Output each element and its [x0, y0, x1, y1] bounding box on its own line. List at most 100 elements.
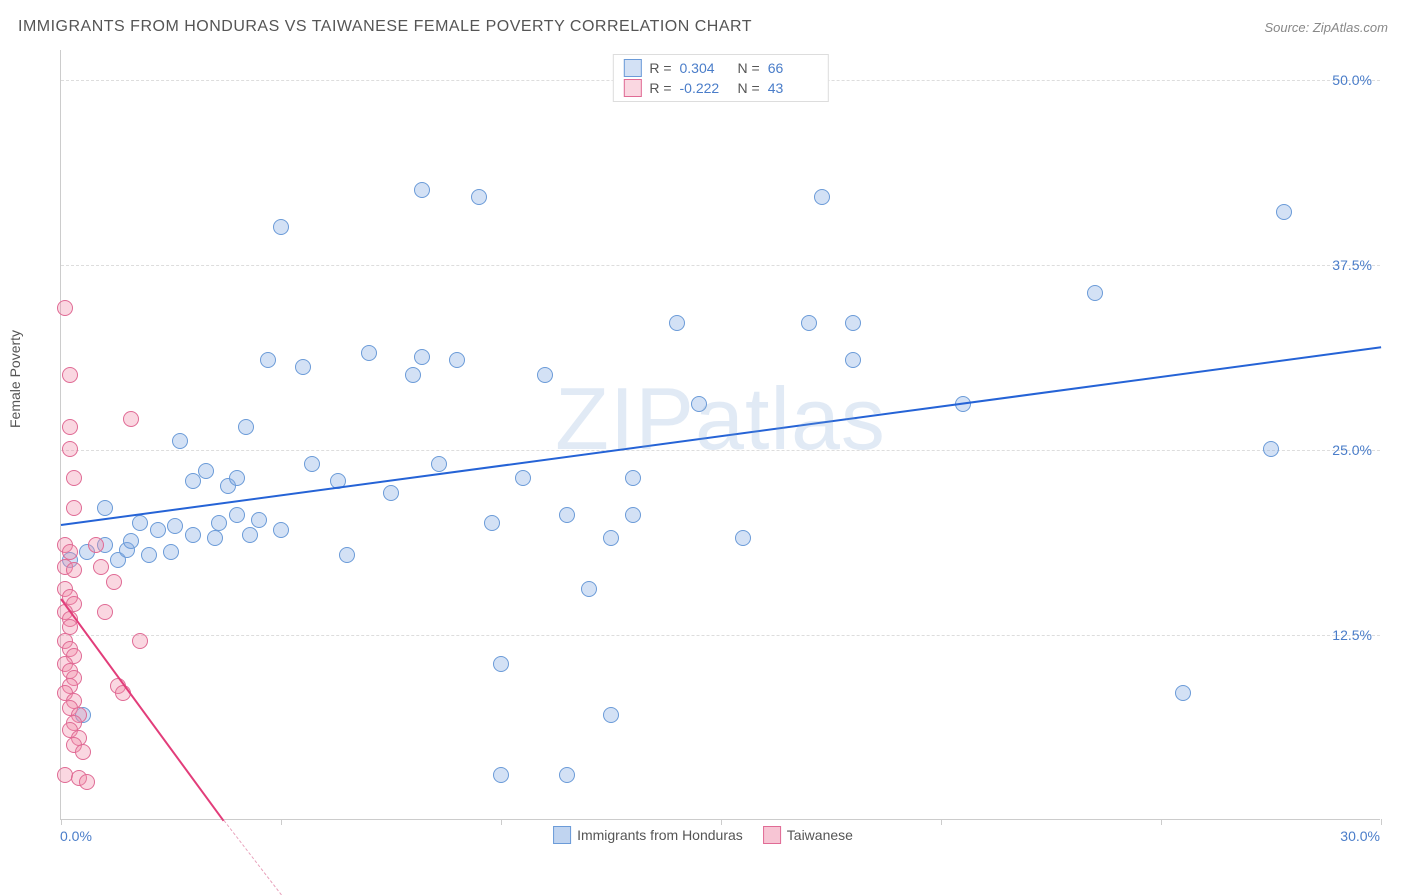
scatter-point — [669, 315, 685, 331]
scatter-point — [66, 562, 82, 578]
trend-line — [223, 820, 281, 895]
scatter-point — [484, 515, 500, 531]
scatter-point — [211, 515, 227, 531]
scatter-point — [431, 456, 447, 472]
scatter-point — [1276, 204, 1292, 220]
x-tick-label-max: 30.0% — [1340, 828, 1380, 844]
scatter-point — [132, 515, 148, 531]
scatter-point — [1175, 685, 1191, 701]
scatter-point — [603, 707, 619, 723]
scatter-point — [88, 537, 104, 553]
scatter-point — [132, 633, 148, 649]
scatter-point — [229, 470, 245, 486]
scatter-point — [185, 527, 201, 543]
x-tick — [721, 819, 722, 825]
series-legend: Immigrants from Honduras Taiwanese — [553, 826, 853, 844]
scatter-point — [207, 530, 223, 546]
scatter-point — [97, 500, 113, 516]
stats-row: R = 0.304 N = 66 — [623, 59, 817, 77]
n-label: N = — [738, 60, 760, 76]
scatter-point — [304, 456, 320, 472]
scatter-point — [93, 559, 109, 575]
scatter-point — [123, 533, 139, 549]
scatter-point — [735, 530, 751, 546]
scatter-point — [625, 507, 641, 523]
scatter-point — [62, 367, 78, 383]
scatter-point — [172, 433, 188, 449]
scatter-point — [163, 544, 179, 560]
scatter-point — [845, 315, 861, 331]
scatter-point — [97, 604, 113, 620]
scatter-point — [625, 470, 641, 486]
gridline — [61, 265, 1380, 266]
n-label: N = — [738, 80, 760, 96]
scatter-point — [66, 470, 82, 486]
y-axis-label: Female Poverty — [7, 330, 23, 428]
scatter-point — [814, 189, 830, 205]
trend-line — [61, 346, 1381, 526]
scatter-point — [79, 774, 95, 790]
scatter-point — [515, 470, 531, 486]
chart-title: IMMIGRANTS FROM HONDURAS VS TAIWANESE FE… — [18, 18, 752, 36]
stats-row: R =-0.222N =43 — [623, 79, 817, 97]
legend-item: Taiwanese — [763, 826, 853, 844]
scatter-point — [1087, 285, 1103, 301]
scatter-point — [251, 512, 267, 528]
scatter-point — [559, 767, 575, 783]
scatter-point — [471, 189, 487, 205]
scatter-point — [57, 300, 73, 316]
n-value: 66 — [768, 60, 818, 76]
scatter-point — [167, 518, 183, 534]
r-label: R = — [649, 60, 671, 76]
scatter-point — [1263, 441, 1279, 457]
scatter-point — [106, 574, 122, 590]
scatter-point — [123, 411, 139, 427]
scatter-point — [493, 656, 509, 672]
scatter-point — [238, 419, 254, 435]
scatter-point — [361, 345, 377, 361]
scatter-plot-area: ZIPatlas R =0.304N =66R =-0.222N =43 12.… — [60, 50, 1380, 820]
legend-label: Taiwanese — [787, 827, 853, 843]
scatter-point — [801, 315, 817, 331]
scatter-point — [845, 352, 861, 368]
scatter-point — [493, 767, 509, 783]
r-value: 0.304 — [680, 60, 730, 76]
y-tick-label: 50.0% — [1332, 72, 1372, 88]
series-swatch — [623, 79, 641, 97]
scatter-point — [295, 359, 311, 375]
scatter-point — [414, 349, 430, 365]
x-tick-label-min: 0.0% — [60, 828, 92, 844]
chart-header: IMMIGRANTS FROM HONDURAS VS TAIWANESE FE… — [18, 18, 1388, 36]
scatter-point — [75, 744, 91, 760]
y-tick-label: 37.5% — [1332, 257, 1372, 273]
scatter-point — [691, 396, 707, 412]
scatter-point — [185, 473, 201, 489]
scatter-point — [62, 544, 78, 560]
gridline — [61, 450, 1380, 451]
scatter-point — [273, 522, 289, 538]
y-tick-label: 12.5% — [1332, 627, 1372, 643]
scatter-point — [62, 419, 78, 435]
scatter-point — [414, 182, 430, 198]
correlation-stats-box: R =0.304N =66R =-0.222N =43 — [612, 54, 828, 102]
x-tick — [501, 819, 502, 825]
scatter-point — [150, 522, 166, 538]
legend-label: Immigrants from Honduras — [577, 827, 743, 843]
x-tick — [1381, 819, 1382, 825]
scatter-point — [603, 530, 619, 546]
scatter-point — [581, 581, 597, 597]
scatter-point — [260, 352, 276, 368]
scatter-point — [273, 219, 289, 235]
scatter-point — [141, 547, 157, 563]
scatter-point — [383, 485, 399, 501]
series-swatch — [623, 59, 641, 77]
gridline — [61, 635, 1380, 636]
scatter-point — [62, 441, 78, 457]
source-attribution: Source: ZipAtlas.com — [1264, 20, 1388, 35]
r-value: -0.222 — [680, 80, 730, 96]
legend-item: Immigrants from Honduras — [553, 826, 743, 844]
x-tick — [941, 819, 942, 825]
scatter-point — [449, 352, 465, 368]
x-tick — [281, 819, 282, 825]
legend-swatch — [763, 826, 781, 844]
